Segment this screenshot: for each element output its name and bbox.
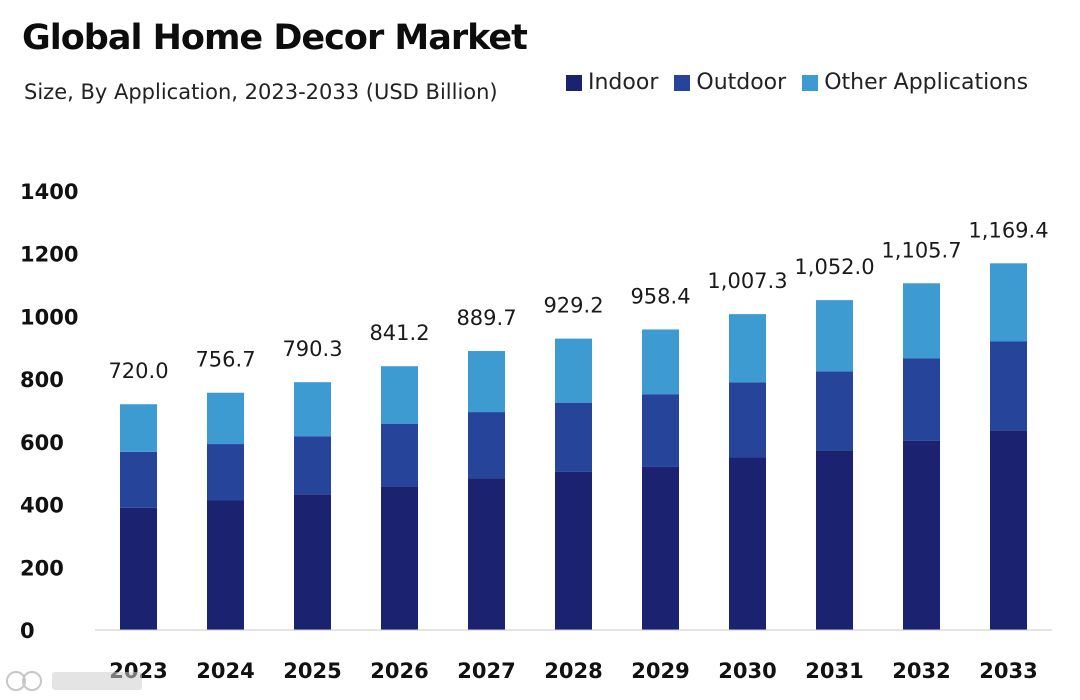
bar-other-applications-2025 — [294, 382, 331, 437]
bar-indoor-2025 — [294, 494, 331, 630]
total-label-2025: 790.3 — [282, 337, 342, 361]
x-tick-label-2027: 2027 — [457, 659, 515, 683]
total-label-2031: 1,052.0 — [794, 255, 874, 279]
x-tick-label-2026: 2026 — [370, 659, 428, 683]
total-label-2024: 756.7 — [195, 348, 255, 372]
chart-title: Global Home Decor Market — [22, 18, 528, 58]
y-tick-label: 1200 — [20, 243, 78, 267]
y-tick-label: 0 — [20, 619, 35, 643]
watermark-logo-mark — [6, 671, 142, 691]
total-label-2026: 841.2 — [369, 321, 429, 345]
bar-indoor-2029 — [642, 466, 679, 630]
total-label-2029: 958.4 — [630, 284, 690, 308]
y-tick-label: 200 — [20, 556, 64, 580]
x-tick-label-2028: 2028 — [544, 659, 602, 683]
bar-indoor-2026 — [381, 486, 418, 630]
x-tick-label-2031: 2031 — [805, 659, 863, 683]
y-axis: 0 200 400 600 800 1000 1200 1400 — [20, 180, 78, 643]
bar-outdoor-2025 — [294, 436, 331, 495]
bar-group: 720.0 756.7 790.3 841.2 889.7 929.2 958.4 1,007… — [108, 218, 1049, 630]
bar-other-applications-2030 — [729, 314, 766, 383]
bar-other-applications-2026 — [381, 366, 418, 424]
total-label-2032: 1,105.7 — [881, 238, 961, 262]
bar-outdoor-2031 — [816, 371, 853, 451]
bar-indoor-2024 — [207, 500, 244, 630]
x-tick-label-2029: 2029 — [631, 659, 689, 683]
bar-indoor-2031 — [816, 450, 853, 630]
legend-label-outdoor: Outdoor — [696, 70, 787, 95]
bar-other-applications-2023 — [120, 404, 157, 452]
total-label-2033: 1,169.4 — [968, 218, 1048, 242]
bar-other-applications-2033 — [990, 263, 1027, 342]
x-axis: 2023 2024 2025 2026 2027 2028 2029 2030 2031 2032… — [95, 629, 1052, 683]
bar-indoor-2023 — [120, 507, 157, 630]
total-label-2030: 1,007.3 — [707, 269, 787, 293]
bar-other-applications-2032 — [903, 283, 940, 359]
legend-label-other-applications: Other Applications — [824, 70, 1029, 95]
bar-outdoor-2033 — [990, 341, 1027, 431]
y-tick-label: 600 — [20, 431, 64, 455]
bar-other-applications-2027 — [468, 351, 505, 413]
bar-other-applications-2028 — [555, 338, 592, 403]
bar-outdoor-2023 — [120, 451, 157, 508]
bar-outdoor-2027 — [468, 412, 505, 479]
x-tick-label-2024: 2024 — [196, 659, 254, 683]
legend: Indoor Outdoor Other Applications — [566, 70, 1044, 95]
legend-swatch-outdoor — [674, 74, 691, 91]
legend-item-other-applications: Other Applications — [802, 70, 1028, 95]
legend-item-indoor: Indoor — [566, 70, 658, 95]
legend-label-indoor: Indoor — [588, 70, 659, 95]
bar-outdoor-2024 — [207, 444, 244, 501]
watermark-logo — [4, 666, 154, 696]
bar-indoor-2030 — [729, 457, 766, 630]
total-label-2028: 929.2 — [543, 294, 603, 318]
bar-outdoor-2032 — [903, 358, 940, 441]
total-label-2023: 720.0 — [108, 359, 168, 383]
bar-other-applications-2031 — [816, 300, 853, 372]
y-tick-label: 1400 — [20, 180, 78, 204]
bar-indoor-2027 — [468, 478, 505, 630]
bar-indoor-2028 — [555, 471, 592, 630]
bar-indoor-2032 — [903, 440, 940, 630]
legend-swatch-indoor — [566, 74, 582, 91]
y-tick-label: 400 — [20, 494, 64, 518]
bar-other-applications-2029 — [642, 329, 679, 395]
x-tick-label-2033: 2033 — [979, 659, 1037, 683]
legend-item-outdoor: Outdoor — [674, 70, 786, 95]
legend-swatch-other-applications — [802, 74, 819, 91]
x-tick-label-2025: 2025 — [283, 659, 341, 683]
bar-outdoor-2029 — [642, 394, 679, 467]
x-tick-label-2032: 2032 — [892, 659, 950, 683]
y-tick-label: 1000 — [20, 305, 78, 329]
bar-outdoor-2030 — [729, 382, 766, 458]
total-label-2027: 889.7 — [456, 306, 516, 330]
bar-other-applications-2024 — [207, 392, 244, 445]
bar-outdoor-2028 — [555, 402, 592, 472]
x-tick-label-2030: 2030 — [718, 659, 776, 683]
y-tick-label: 800 — [20, 368, 64, 392]
chart-subtitle: Size, By Application, 2023-2033 (USD Bil… — [24, 80, 498, 104]
bar-outdoor-2026 — [381, 423, 418, 487]
bar-indoor-2033 — [990, 430, 1027, 630]
